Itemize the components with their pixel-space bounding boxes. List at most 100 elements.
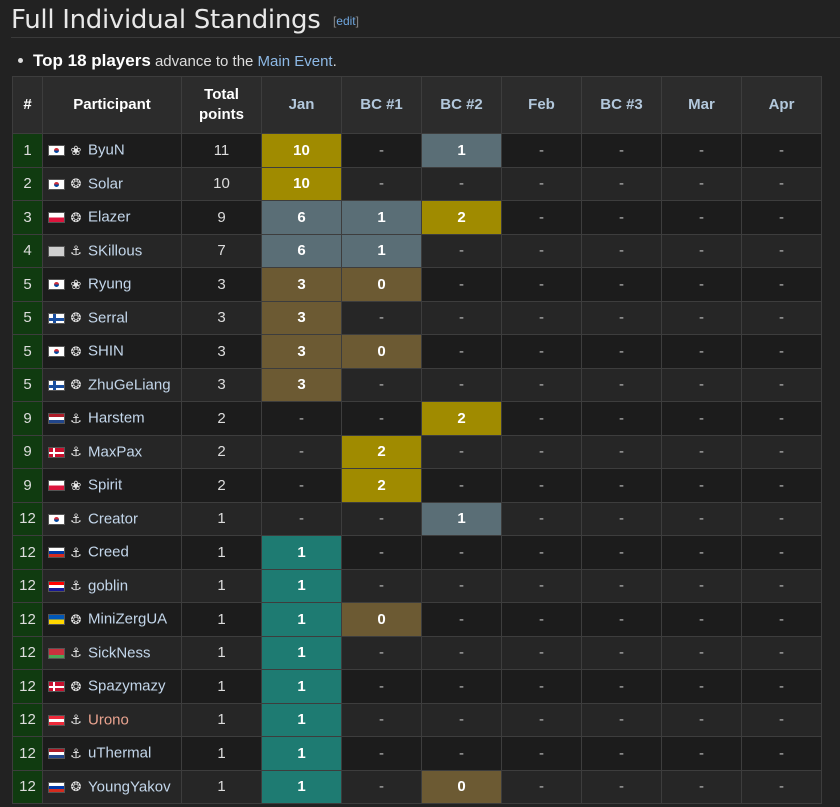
points-cell: - <box>421 434 502 469</box>
total-points-cell: 1 <box>181 602 262 637</box>
rank-cell: 2 <box>12 166 43 201</box>
points-cell: - <box>741 200 822 235</box>
points-cell: 3 <box>261 300 342 335</box>
col-rank: # <box>12 76 43 134</box>
points-cell: - <box>341 501 422 536</box>
participant-cell: ❂ SHIN <box>42 334 182 369</box>
terran-icon: ⚓ <box>70 712 82 728</box>
table-row: 12 ❂ YoungYakov 1 1-0- - - - <box>12 769 822 804</box>
protoss-icon: ❂ <box>70 678 82 694</box>
note-end: . <box>332 53 337 70</box>
player-link[interactable]: YoungYakov <box>88 778 171 796</box>
points-cell: - <box>501 769 582 804</box>
points-cell: 1 <box>261 702 342 737</box>
points-cell: 2 <box>341 434 422 469</box>
section-heading: Full Individual Standings [edit] <box>11 4 840 38</box>
flag-ru-icon <box>48 781 65 793</box>
points-cell: - <box>501 166 582 201</box>
player-link[interactable]: Spazymazy <box>88 678 166 696</box>
points-cell: 3 <box>261 334 342 369</box>
participant-cell: ❂ MiniZergUA <box>42 602 182 637</box>
player-link[interactable]: uThermal <box>88 745 152 763</box>
points-cell: - <box>661 200 742 235</box>
points-cell: 3 <box>261 267 342 302</box>
total-points-cell: 11 <box>181 133 262 168</box>
points-cell: - <box>741 233 822 268</box>
col-feb[interactable]: Feb <box>501 76 582 134</box>
table-row: 9 ❀ Spirit 2-2- - - - - <box>12 468 822 503</box>
col-jan[interactable]: Jan <box>261 76 342 134</box>
col-apr[interactable]: Apr <box>741 76 822 134</box>
table-row: 9 ⚓ Harstem 2- -2- - - - <box>12 401 822 436</box>
points-cell: - <box>661 233 742 268</box>
total-points-cell: 1 <box>181 535 262 570</box>
points-cell: - <box>581 367 662 402</box>
col-bc3[interactable]: BC #3 <box>581 76 662 134</box>
participant-cell: ❀ Ryung <box>42 267 182 302</box>
main-event-link[interactable]: Main Event <box>257 53 333 70</box>
points-cell: - <box>661 669 742 704</box>
points-cell: - <box>341 133 422 168</box>
flag-dk-icon <box>48 446 65 458</box>
player-link[interactable]: Ryung <box>88 276 132 294</box>
points-cell: - <box>581 501 662 536</box>
flag-kr-icon <box>48 346 65 358</box>
player-link[interactable]: MaxPax <box>88 443 143 461</box>
protoss-icon: ❂ <box>70 176 82 192</box>
points-cell: - <box>741 702 822 737</box>
points-cell: - <box>421 602 502 637</box>
points-cell: - <box>261 401 342 436</box>
terran-icon: ⚓ <box>70 444 82 460</box>
participant-cell: ⚓ goblin <box>42 568 182 603</box>
total-points-cell: 2 <box>181 434 262 469</box>
player-link[interactable]: Spirit <box>88 477 123 495</box>
col-bc2[interactable]: BC #2 <box>421 76 502 134</box>
points-cell: 1 <box>341 233 422 268</box>
player-link[interactable]: goblin <box>88 577 129 595</box>
points-cell: - <box>501 602 582 637</box>
points-cell: - <box>341 401 422 436</box>
player-link[interactable]: Creator <box>88 510 139 528</box>
table-row: 12 ⚓ Urono 1 1- - - - - - <box>12 702 822 737</box>
rank-cell: 4 <box>12 233 43 268</box>
points-cell: - <box>741 568 822 603</box>
player-link[interactable]: SKillous <box>88 242 143 260</box>
points-cell: - <box>661 300 742 335</box>
table-row: 5 ❂ ZhuGeLiang 3 3- - - - - - <box>12 367 822 402</box>
points-cell: - <box>421 736 502 771</box>
points-cell: 10 <box>261 133 342 168</box>
page-title: Full Individual Standings <box>11 5 321 35</box>
points-cell: 1 <box>421 501 502 536</box>
player-link[interactable]: ZhuGeLiang <box>88 376 171 394</box>
points-cell: - <box>661 635 742 670</box>
total-points-cell: 1 <box>181 736 262 771</box>
points-cell: - <box>661 468 742 503</box>
points-cell: - <box>341 300 422 335</box>
flag-dk-icon <box>48 681 65 693</box>
player-link[interactable]: Elazer <box>88 209 131 227</box>
participant-cell: ❂ ZhuGeLiang <box>42 367 182 402</box>
terran-icon: ⚓ <box>70 578 82 594</box>
rank-cell: 5 <box>12 300 43 335</box>
player-link[interactable]: MiniZergUA <box>88 611 168 629</box>
points-cell: - <box>421 635 502 670</box>
player-link[interactable]: Solar <box>88 175 124 193</box>
points-cell: 1 <box>261 736 342 771</box>
points-cell: - <box>661 133 742 168</box>
col-mar[interactable]: Mar <box>661 76 742 134</box>
player-link[interactable]: Creed <box>88 544 129 562</box>
points-cell: - <box>501 233 582 268</box>
points-cell: 1 <box>261 635 342 670</box>
player-link[interactable]: ByuN <box>88 142 125 160</box>
player-link[interactable]: SickNess <box>88 644 151 662</box>
player-link[interactable]: SHIN <box>88 343 124 361</box>
points-cell: - <box>661 267 742 302</box>
points-cell: - <box>341 367 422 402</box>
player-link[interactable]: Urono <box>88 711 129 729</box>
player-link[interactable]: Harstem <box>88 410 145 428</box>
edit-link[interactable]: edit <box>336 14 356 28</box>
col-bc1[interactable]: BC #1 <box>341 76 422 134</box>
flag-kr-icon <box>48 178 65 190</box>
flag-at-icon <box>48 714 65 726</box>
player-link[interactable]: Serral <box>88 309 129 327</box>
